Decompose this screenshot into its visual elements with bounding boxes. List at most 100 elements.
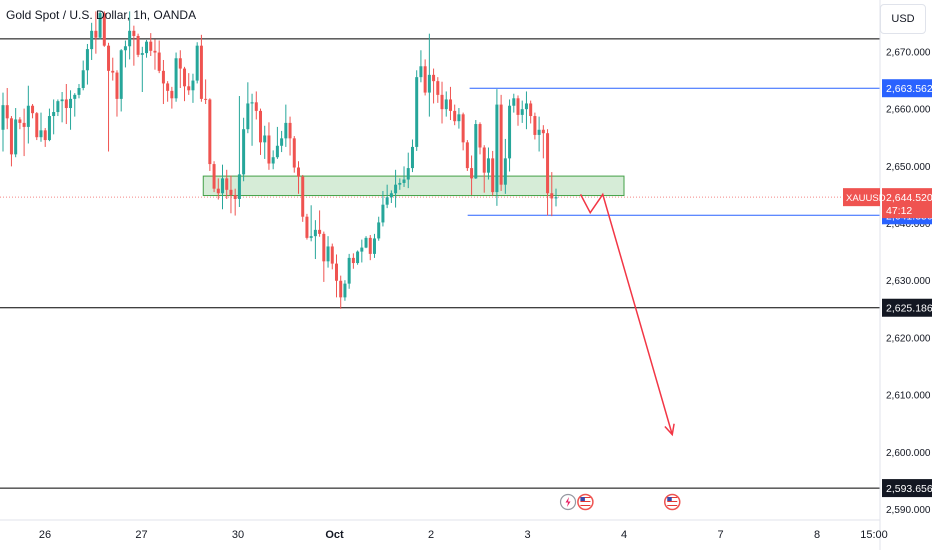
- candle: [64, 84, 68, 125]
- candle: [153, 39, 157, 70]
- candle: [35, 112, 39, 141]
- level-price-badge: 2,593.656: [886, 483, 932, 495]
- candle: [237, 96, 241, 207]
- y-tick-label: 2,600.000: [886, 448, 931, 459]
- candle: [364, 236, 368, 249]
- candle: [140, 46, 144, 93]
- candle-body: [406, 168, 410, 180]
- candle: [292, 136, 296, 173]
- candle-body: [474, 124, 478, 179]
- price-badges-layer: 2,625.1862,593.6562,663.5622,641.3502,64…: [843, 79, 932, 498]
- candle-body: [313, 229, 317, 237]
- candle: [204, 79, 208, 105]
- candle-body: [296, 167, 300, 177]
- candle: [233, 188, 237, 216]
- candle: [221, 164, 225, 210]
- horizontal-levels-layer: [0, 38, 880, 489]
- candle: [377, 216, 381, 241]
- candle-body: [73, 94, 77, 99]
- events-layer: [559, 493, 681, 511]
- candle: [389, 190, 393, 203]
- candle-body: [334, 263, 338, 281]
- us-flag-stripe: [667, 503, 678, 504]
- candle: [111, 57, 115, 81]
- bolt-icon-glyph: [565, 497, 571, 507]
- candle-body: [212, 164, 216, 189]
- candle: [191, 73, 195, 103]
- candle: [132, 25, 136, 66]
- candle: [225, 169, 229, 199]
- candle-body: [550, 193, 554, 199]
- candle: [43, 128, 47, 147]
- us-flag-stripe: [667, 497, 678, 498]
- candle-body: [216, 188, 220, 194]
- candle: [533, 112, 537, 140]
- candle: [31, 104, 35, 119]
- candle: [356, 250, 360, 265]
- candle-body: [419, 66, 423, 78]
- candle: [39, 112, 43, 142]
- candle: [410, 139, 414, 173]
- candle-body: [140, 53, 144, 55]
- price-axis[interactable]: 2,590.000 2,600.000 2,610.000 2,620.000 2,63…: [886, 47, 931, 516]
- candle-body: [157, 52, 161, 71]
- candle-body: [115, 72, 119, 99]
- candle: [161, 59, 165, 105]
- candle-body: [183, 68, 187, 87]
- candle: [157, 40, 161, 74]
- candle: [98, 11, 102, 40]
- candle: [351, 253, 355, 269]
- candle-body: [195, 45, 199, 81]
- bolt-icon: [559, 493, 577, 511]
- candle: [94, 11, 98, 54]
- candle: [73, 93, 77, 117]
- candle-body: [427, 74, 431, 93]
- candle-body: [309, 236, 313, 238]
- candle: [166, 81, 170, 102]
- us-flag-stripe: [580, 499, 591, 500]
- candle: [491, 150, 495, 196]
- time-axis[interactable]: 26 27 30 Oct 2 3 4 7 8 15:00: [39, 529, 888, 541]
- candle-body: [1, 105, 5, 130]
- candle-body: [254, 102, 258, 111]
- candle: [474, 120, 478, 179]
- candle: [313, 220, 317, 260]
- candle: [275, 126, 279, 159]
- candle-body: [486, 158, 490, 173]
- currency-button[interactable]: USD: [880, 4, 926, 34]
- candle-body: [288, 122, 292, 139]
- candle-body: [35, 113, 39, 138]
- candle: [427, 33, 431, 117]
- candle-body: [149, 41, 153, 51]
- us-flag-stripe: [667, 499, 678, 500]
- candle: [453, 104, 457, 126]
- candle-body: [60, 99, 64, 102]
- us-flag-stripe: [580, 497, 591, 498]
- candle-body: [529, 103, 533, 117]
- y-tick-label: 2,590.000: [886, 505, 931, 516]
- candle: [326, 236, 330, 268]
- x-tick-label: 4: [621, 529, 627, 541]
- candle: [195, 42, 199, 84]
- candle-body: [64, 99, 68, 109]
- x-tick-label: 15:00: [860, 529, 888, 541]
- candle: [18, 117, 22, 130]
- candle-body: [69, 98, 73, 109]
- candle-body: [187, 86, 191, 91]
- candle-body: [436, 81, 440, 95]
- candle-body: [432, 74, 436, 82]
- candle: [385, 184, 389, 209]
- candle-body: [170, 90, 174, 99]
- candle: [512, 93, 516, 113]
- candle: [136, 33, 140, 58]
- candle-body: [470, 168, 474, 179]
- candle: [482, 145, 486, 193]
- candle: [9, 116, 13, 167]
- candle: [448, 86, 452, 121]
- candle-body: [26, 105, 30, 127]
- candle-body: [533, 116, 537, 135]
- candle: [339, 275, 343, 309]
- candle: [60, 92, 64, 123]
- supply-zone: [202, 175, 625, 197]
